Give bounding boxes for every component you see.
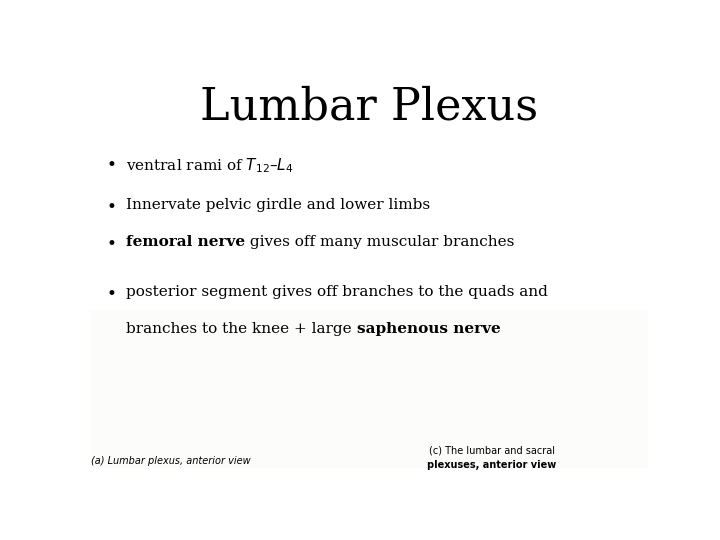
Text: •: • — [107, 198, 117, 216]
Text: branches to the knee + large: branches to the knee + large — [126, 322, 357, 336]
Text: •: • — [107, 235, 117, 253]
Text: (c) The lumbar and sacral: (c) The lumbar and sacral — [429, 446, 554, 456]
Text: femoral nerve: femoral nerve — [126, 235, 246, 249]
Text: •: • — [107, 285, 117, 303]
Text: gives off many muscular branches: gives off many muscular branches — [246, 235, 515, 249]
Text: posterior segment gives off branches to the quads and: posterior segment gives off branches to … — [126, 285, 548, 299]
Text: (a) Lumbar plexus, anterior view: (a) Lumbar plexus, anterior view — [91, 456, 251, 466]
Text: plexuses, anterior view: plexuses, anterior view — [427, 460, 557, 470]
Text: Innervate pelvic girdle and lower limbs: Innervate pelvic girdle and lower limbs — [126, 198, 431, 212]
Text: •: • — [107, 156, 117, 174]
Text: ventral rami of $T_{12}$–$L_4$: ventral rami of $T_{12}$–$L_4$ — [126, 156, 294, 175]
Text: saphenous nerve: saphenous nerve — [357, 322, 500, 336]
Text: Lumbar Plexus: Lumbar Plexus — [200, 85, 538, 129]
Bar — [90, 310, 369, 468]
Bar — [369, 310, 648, 468]
